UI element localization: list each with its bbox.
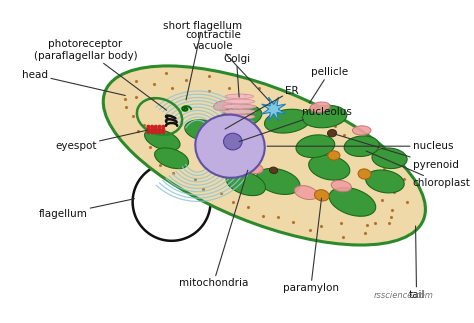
Text: photoreceptor
(paraflagellar body): photoreceptor (paraflagellar body)	[34, 39, 166, 110]
Circle shape	[161, 128, 165, 131]
Text: paramylon: paramylon	[283, 198, 339, 293]
Ellipse shape	[225, 120, 254, 124]
Text: mitochondria: mitochondria	[179, 170, 248, 288]
Circle shape	[150, 125, 154, 129]
Ellipse shape	[294, 186, 318, 200]
Circle shape	[146, 130, 150, 134]
Circle shape	[157, 128, 162, 131]
Circle shape	[150, 130, 154, 134]
Ellipse shape	[224, 133, 242, 150]
Ellipse shape	[372, 148, 407, 169]
Ellipse shape	[220, 105, 262, 128]
Ellipse shape	[103, 66, 426, 245]
Ellipse shape	[222, 109, 256, 114]
Circle shape	[161, 130, 165, 134]
Ellipse shape	[155, 148, 189, 169]
Circle shape	[154, 130, 158, 134]
Ellipse shape	[222, 104, 256, 109]
Text: Golgi: Golgi	[223, 54, 250, 97]
Text: pellicle: pellicle	[310, 67, 348, 103]
Circle shape	[146, 125, 150, 129]
Ellipse shape	[145, 129, 180, 151]
Ellipse shape	[328, 130, 337, 137]
Ellipse shape	[224, 99, 255, 104]
Text: short flagellum: short flagellum	[163, 21, 242, 100]
Text: chloroplast: chloroplast	[366, 151, 471, 188]
Circle shape	[157, 125, 162, 129]
Text: rsscience.com: rsscience.com	[374, 291, 434, 300]
Circle shape	[154, 128, 158, 131]
Ellipse shape	[310, 102, 330, 112]
Ellipse shape	[185, 120, 223, 141]
Ellipse shape	[353, 126, 371, 135]
Ellipse shape	[264, 109, 310, 133]
Ellipse shape	[314, 190, 329, 201]
Ellipse shape	[344, 136, 379, 156]
Text: head: head	[22, 70, 125, 96]
Text: tail: tail	[408, 226, 425, 300]
Circle shape	[146, 128, 150, 131]
Ellipse shape	[309, 155, 350, 180]
Circle shape	[154, 125, 158, 129]
Ellipse shape	[226, 171, 265, 196]
Text: eyespot: eyespot	[55, 130, 147, 151]
Ellipse shape	[209, 158, 221, 168]
Ellipse shape	[296, 135, 335, 158]
Ellipse shape	[241, 162, 263, 174]
Ellipse shape	[224, 114, 255, 119]
Text: ER: ER	[225, 86, 299, 129]
Circle shape	[161, 125, 165, 129]
Ellipse shape	[269, 167, 278, 173]
Ellipse shape	[256, 169, 300, 194]
Ellipse shape	[195, 115, 265, 178]
Ellipse shape	[329, 187, 376, 216]
Ellipse shape	[331, 180, 351, 192]
Polygon shape	[262, 97, 286, 121]
Ellipse shape	[358, 169, 371, 179]
Text: flagellum: flagellum	[39, 199, 135, 219]
Ellipse shape	[365, 170, 404, 193]
Ellipse shape	[328, 151, 340, 160]
Text: contractile
vacuole: contractile vacuole	[185, 30, 269, 100]
Circle shape	[150, 128, 154, 131]
Ellipse shape	[302, 105, 347, 128]
Circle shape	[157, 130, 162, 134]
Ellipse shape	[213, 100, 232, 110]
Ellipse shape	[225, 94, 254, 99]
Text: nucleolus: nucleolus	[239, 107, 351, 141]
Text: pyrenoid: pyrenoid	[335, 134, 459, 170]
Text: nucleus: nucleus	[267, 141, 453, 151]
